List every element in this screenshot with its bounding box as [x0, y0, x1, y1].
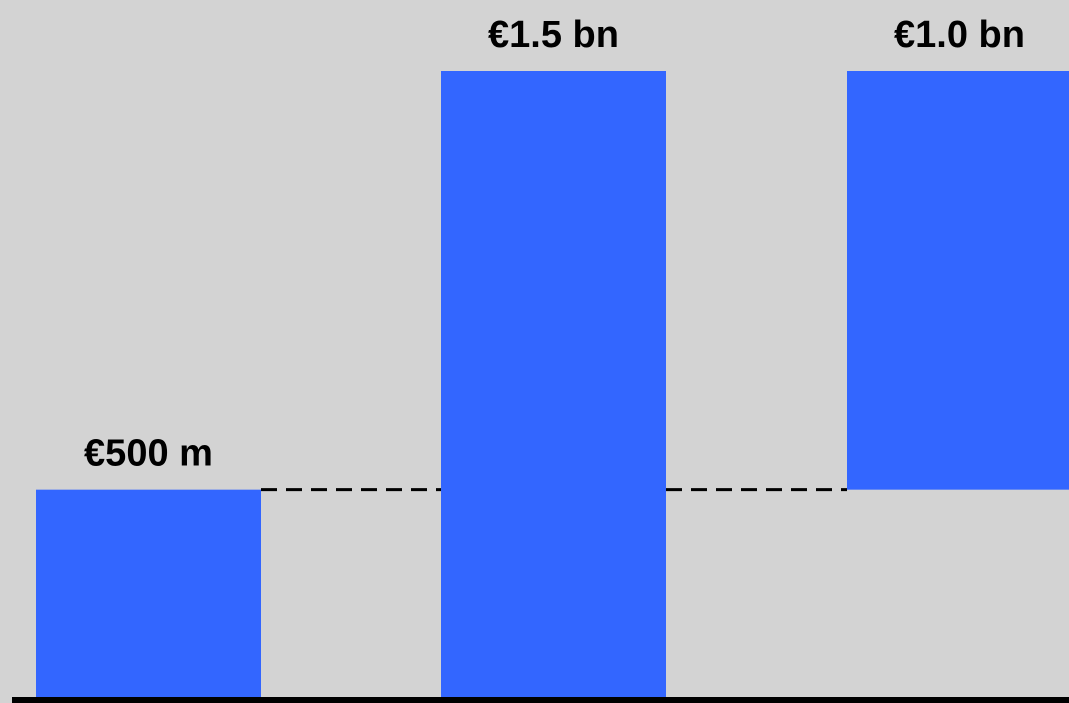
data-label-2: €1.5 bn: [488, 14, 619, 56]
bar-2: [441, 71, 666, 699]
bar-3: [847, 71, 1069, 490]
bar-1: [36, 489, 261, 699]
data-label-1: €500 m: [84, 433, 213, 475]
data-label-3: €1.0 bn: [894, 14, 1025, 56]
